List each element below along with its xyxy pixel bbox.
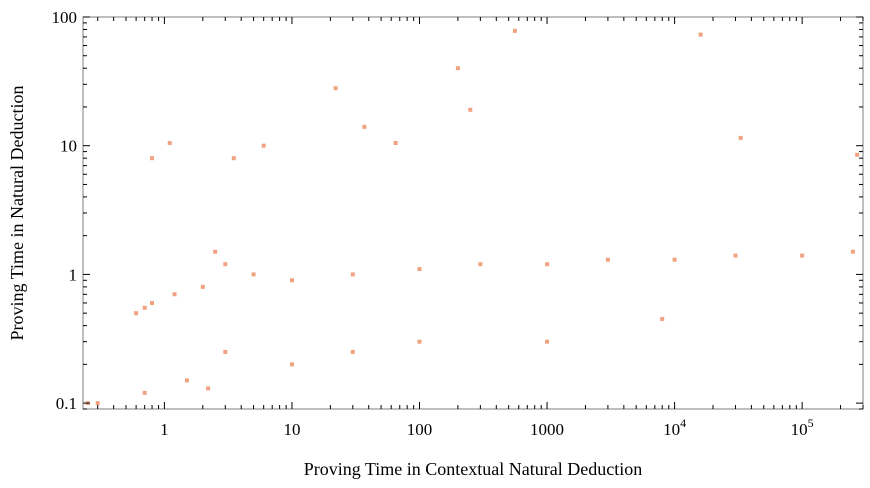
x-tick-label: 1 — [160, 420, 169, 439]
data-point — [200, 284, 205, 289]
data-point — [800, 253, 805, 258]
data-point — [184, 378, 189, 383]
data-point — [362, 124, 367, 129]
x-tick-label: 105 — [791, 416, 814, 439]
data-point — [455, 66, 460, 71]
data-point — [167, 141, 172, 145]
data-point — [545, 262, 550, 267]
data-point — [172, 292, 177, 297]
data-point — [223, 349, 228, 354]
data-point — [231, 156, 236, 161]
data-point — [660, 317, 665, 321]
tick-labels: 1 10 100 1000 104 105 0.1 1 10 100 — [52, 8, 814, 439]
data-point — [350, 349, 355, 354]
data-point — [223, 262, 228, 267]
data-point — [468, 107, 473, 112]
data-point — [672, 257, 677, 262]
data-point — [738, 135, 743, 140]
data-point — [290, 362, 294, 367]
data-point — [150, 156, 154, 161]
data-point — [206, 386, 211, 391]
plot-frame — [82, 16, 864, 410]
y-tick-label: 0.1 — [56, 394, 77, 413]
data-point — [393, 141, 398, 145]
x-tick-label: 100 — [407, 420, 433, 439]
data-point — [251, 272, 256, 277]
y-tick-label: 1 — [69, 265, 78, 284]
data-point — [95, 401, 100, 406]
data-point — [605, 257, 610, 262]
x-axis-label: Proving Time in Contextual Natural Deduc… — [304, 459, 642, 479]
y-axis-label: Proving Time in Natural Deduction — [7, 86, 27, 341]
data-point — [545, 339, 550, 344]
data-point — [733, 253, 738, 258]
y-tick-label: 10 — [60, 137, 77, 156]
data-point — [134, 311, 139, 316]
x-tick-label: 1000 — [530, 420, 564, 439]
data-points — [85, 28, 860, 406]
y-tick-label: 100 — [52, 8, 78, 27]
data-point — [261, 143, 266, 148]
x-tick-label: 10 — [283, 420, 300, 439]
data-point — [290, 278, 294, 283]
data-point — [850, 249, 855, 254]
data-point — [333, 86, 338, 91]
data-point — [478, 262, 483, 267]
data-point — [350, 272, 355, 277]
data-point — [512, 28, 517, 33]
data-point — [698, 32, 703, 37]
axis-ticks — [83, 16, 864, 410]
data-point — [150, 301, 154, 305]
data-point — [855, 152, 860, 157]
data-point — [417, 267, 422, 272]
data-point — [213, 249, 218, 254]
data-point — [142, 390, 147, 395]
x-tick-label: 104 — [663, 416, 686, 439]
data-point — [142, 305, 147, 310]
data-point — [417, 339, 422, 344]
